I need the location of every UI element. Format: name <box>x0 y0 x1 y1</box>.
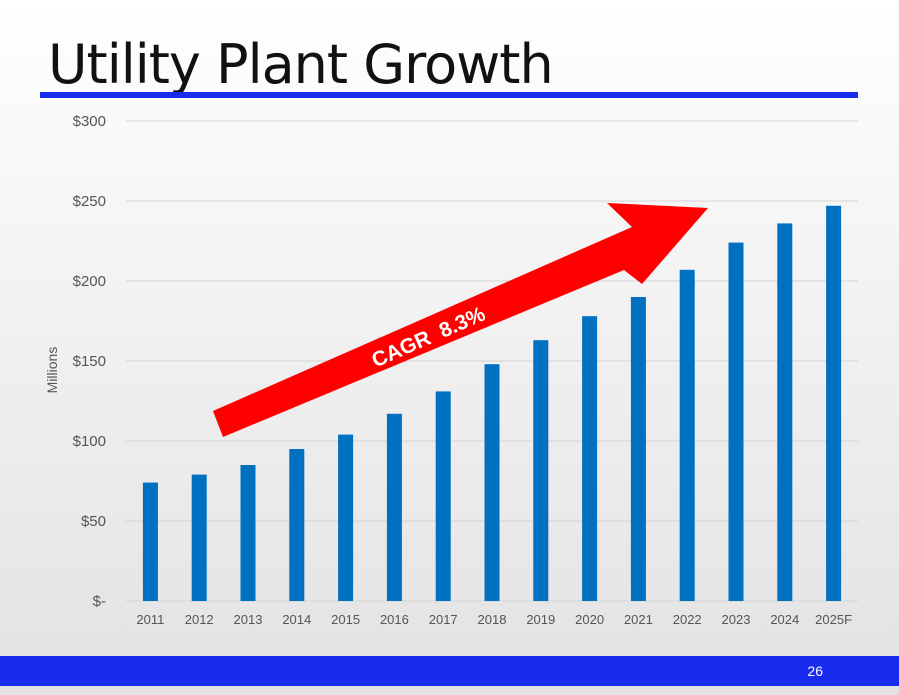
bar <box>533 340 549 601</box>
footer-bar: 26 <box>0 656 899 686</box>
y-tick-label: $100 <box>73 433 106 450</box>
bar <box>777 223 793 601</box>
bar <box>240 465 256 601</box>
x-tick-label: 2024 <box>770 612 799 627</box>
bar <box>582 316 598 601</box>
bar <box>338 434 354 601</box>
x-axis-ticks: 2011 2012 2013 2014 2015 2016 2017 2018 2019 2020… <box>136 612 852 627</box>
x-tick-label: 2013 <box>234 612 263 627</box>
x-tick-label: 2015 <box>331 612 360 627</box>
y-tick-label: $150 <box>73 353 106 370</box>
x-tick-label: 2019 <box>526 612 555 627</box>
bar <box>289 449 305 601</box>
bar <box>728 242 744 601</box>
y-axis-ticks: $- $50 $100 $150 $200 $250 $300 <box>73 113 106 610</box>
y-tick-label: $- <box>93 593 106 610</box>
bar <box>630 297 646 601</box>
x-tick-label: 2020 <box>575 612 604 627</box>
x-tick-label: 2012 <box>185 612 214 627</box>
y-tick-label: $200 <box>73 273 106 290</box>
bar-chart: $-$50$100$150$200$250$300 2011 2012 2013 20… <box>73 113 858 627</box>
x-tick-label: 2022 <box>673 612 702 627</box>
x-tick-label: 2023 <box>722 612 751 627</box>
y-tick-label: $300 <box>73 113 106 130</box>
cagr-arrow-shape <box>213 203 708 437</box>
title-underline <box>40 92 858 98</box>
bar <box>484 364 500 601</box>
page-title: Utility Plant Growth <box>48 33 554 96</box>
y-tick-label: $250 <box>73 193 106 210</box>
bar <box>386 413 402 601</box>
x-tick-label: 2014 <box>282 612 311 627</box>
bar <box>826 205 842 602</box>
bar <box>142 482 158 601</box>
x-tick-label: 2025F <box>815 612 852 627</box>
y-tick-label: $50 <box>81 513 106 530</box>
x-tick-label: 2018 <box>478 612 507 627</box>
bar <box>679 269 695 601</box>
bar <box>191 474 207 601</box>
x-tick-label: 2016 <box>380 612 409 627</box>
bars <box>142 205 842 602</box>
page-number: 26 <box>807 663 823 679</box>
bar <box>435 391 451 601</box>
x-tick-label: 2017 <box>429 612 458 627</box>
x-tick-label: 2011 <box>136 612 164 627</box>
x-tick-label: 2021 <box>624 612 653 627</box>
